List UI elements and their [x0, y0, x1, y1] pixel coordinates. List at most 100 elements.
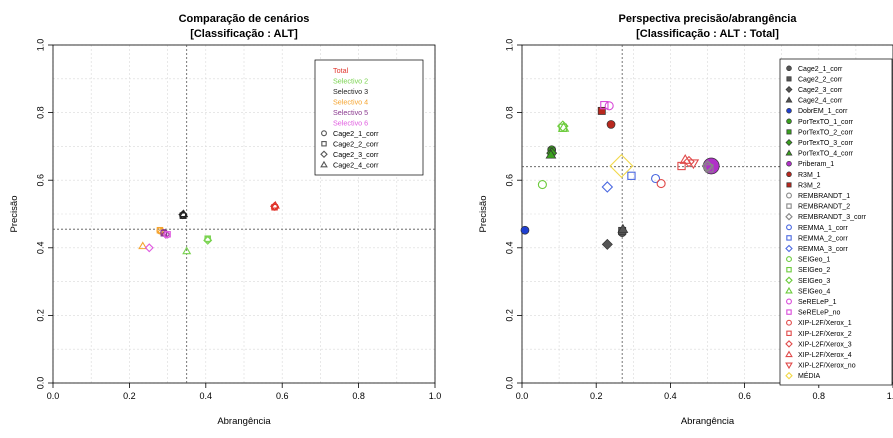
legend-marker	[786, 118, 792, 125]
legend-entry: DobrEM_1_corr	[798, 108, 848, 115]
legend-marker	[786, 224, 792, 231]
legend-marker	[785, 286, 793, 294]
x-tick-label: 0.8	[813, 391, 826, 401]
y-tick-label: 1.0	[504, 39, 514, 52]
legend-marker	[785, 96, 793, 103]
legend-entry: XIP-L2F/Xerox_1	[798, 320, 852, 327]
chart-subtitle: [Classificação : ALT : Total]	[636, 28, 779, 40]
legend-entry: SEIGeo_4	[798, 288, 830, 295]
data-point	[604, 101, 614, 111]
x-axis-label: Abrangência	[681, 416, 735, 427]
legend-entry: REMMA_2_corr	[798, 235, 848, 242]
legend-entry: SEIGeo_3	[798, 278, 830, 285]
x-tick-label: 0.6	[276, 391, 289, 401]
legend-marker	[785, 149, 793, 156]
legend-entry: Priberam_1	[798, 161, 834, 168]
legend-entry: Selectivo 5	[333, 108, 368, 117]
data-point	[270, 200, 280, 209]
legend-entry: Cage2_3_corr	[798, 87, 843, 94]
data-point	[679, 154, 692, 164]
data-point	[609, 153, 634, 179]
y-tick-label: 0.6	[35, 174, 45, 187]
legend-entry: Cage2_1_corr	[333, 129, 379, 138]
y-tick-label: 0.2	[35, 309, 45, 322]
legend-entry: Selectivo 2	[333, 76, 368, 85]
legend-entry: PorTexTO_1_corr	[798, 119, 854, 126]
y-tick-label: 1.0	[35, 39, 45, 52]
legend-marker	[786, 319, 792, 326]
legend-entry: Cage2_3_corr	[333, 150, 379, 159]
data-point	[179, 209, 189, 218]
legend-entry: R3M_1	[798, 172, 821, 179]
data-point	[627, 171, 636, 180]
chart-title: Comparação de cenários	[179, 13, 310, 25]
legend-marker	[786, 203, 792, 209]
data-point	[164, 231, 171, 238]
legend-marker	[786, 171, 792, 178]
legend-entry: REMBRANDT_1	[798, 193, 850, 200]
legend-marker	[785, 86, 793, 93]
data-point	[606, 120, 616, 129]
data-point	[182, 246, 192, 255]
legend-marker	[786, 65, 792, 72]
legend-marker	[785, 371, 793, 380]
data-point	[520, 225, 530, 235]
legend-marker	[786, 107, 792, 114]
chart-perspectiva-precisao: Perspectiva precisão/abrangência [Classif…	[478, 13, 893, 427]
legend-marker	[786, 298, 792, 305]
legend-entry: SeRELeP_no	[798, 310, 841, 317]
x-tick-label: 1.0	[429, 391, 442, 401]
y-tick-label: 0.0	[35, 377, 45, 390]
legend-marker	[785, 212, 793, 221]
chart-subtitle: [Classificação : ALT]	[190, 28, 298, 40]
legend-entry: PorTexTO_3_corr	[798, 140, 854, 147]
y-axis-label: Precisão	[9, 196, 20, 233]
y-tick-label: 0.2	[504, 309, 514, 322]
data-point	[687, 159, 700, 170]
legend-marker	[786, 309, 792, 315]
legend-marker	[786, 129, 792, 135]
legend-entry: Cage2_2_corr	[333, 139, 379, 148]
data-point	[138, 241, 148, 250]
x-tick-label: 0.2	[123, 391, 136, 401]
legend-entry: SeRELeP_1	[798, 299, 837, 306]
data-point	[597, 106, 606, 115]
legend-entry: Cage2_4_corr	[333, 160, 379, 169]
x-tick-label: 0.0	[516, 391, 529, 401]
x-tick-label: 0.2	[590, 391, 603, 401]
legend-marker	[320, 160, 328, 168]
x-tick-label: 1.0	[887, 391, 893, 401]
legend-marker	[786, 266, 792, 273]
legend-entry: Cage2_4_corr	[798, 98, 843, 105]
chart-title: Perspectiva precisão/abrangência	[619, 13, 798, 25]
data-point	[601, 181, 614, 193]
legend-entry: Cage2_2_corr	[798, 76, 843, 83]
x-tick-label: 0.8	[352, 391, 365, 401]
legend-entry: XIP-L2F/Xerox_2	[798, 331, 852, 338]
legend-marker	[785, 350, 793, 358]
x-tick-label: 0.0	[47, 391, 60, 401]
y-tick-label: 0.4	[504, 242, 514, 255]
legend-marker	[320, 150, 328, 159]
legend-entry: Selectivo 6	[333, 118, 368, 127]
x-tick-label: 0.4	[200, 391, 213, 401]
legend-entry: REMMA_3_corr	[798, 246, 848, 253]
legend-box	[779, 58, 893, 386]
data-point	[557, 121, 570, 132]
y-tick-label: 0.8	[35, 106, 45, 119]
data-point	[701, 159, 714, 172]
legend-marker	[785, 139, 793, 146]
legend-marker	[321, 141, 327, 147]
legend-marker	[786, 182, 792, 188]
y-tick-label: 0.4	[35, 242, 45, 255]
plot-frame	[521, 44, 893, 384]
legend-marker	[786, 256, 792, 263]
data-point	[545, 149, 557, 159]
legend-entry: Selectivo 3	[333, 87, 368, 96]
legend-marker	[786, 192, 792, 199]
legend-box	[314, 59, 424, 176]
legend-marker	[785, 244, 793, 253]
data-point	[617, 223, 629, 233]
legend-entry: R3M_2	[798, 182, 821, 189]
